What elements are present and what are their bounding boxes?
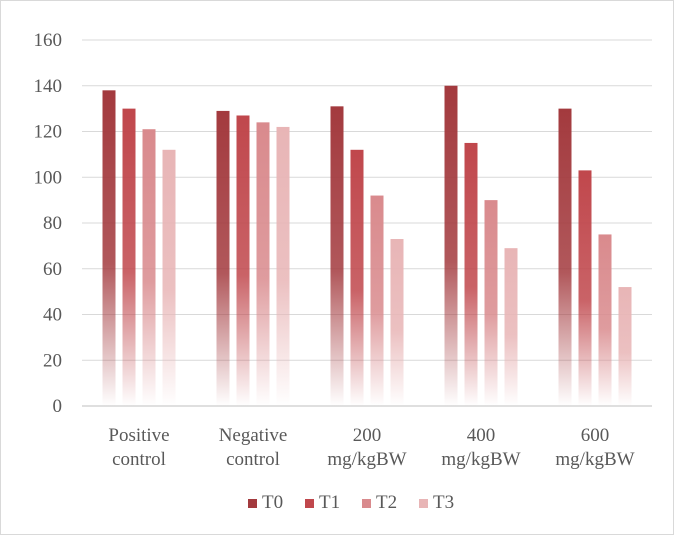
bar-T3 (618, 287, 632, 406)
bar-T0 (102, 90, 116, 406)
bar-T1 (578, 170, 592, 406)
y-tick-label: 60 (43, 259, 62, 280)
x-category-label: control (226, 449, 280, 470)
y-axis-ticks: 0 20 40 60 80 100 120 140 160 (34, 30, 63, 417)
y-tick-label: 120 (34, 122, 63, 143)
legend-label: T0 (262, 492, 283, 513)
legend-swatch (248, 499, 257, 508)
x-category-label: mg/kgBW (327, 449, 406, 470)
bar-T1 (236, 115, 250, 407)
bars (102, 85, 632, 407)
bar-T1 (464, 142, 478, 406)
bar-T2 (484, 200, 498, 406)
y-tick-label: 40 (43, 305, 62, 326)
legend-label: T1 (319, 492, 340, 513)
x-category-label: 200 (353, 425, 382, 446)
y-tick-label: 160 (34, 30, 63, 51)
bar-T2 (598, 234, 612, 406)
legend-swatch (419, 499, 428, 508)
y-tick-label: 80 (43, 213, 62, 234)
x-category-label: control (112, 449, 166, 470)
legend: T0 T1 T2 T3 (248, 492, 454, 513)
legend-label: T3 (433, 492, 454, 513)
y-tick-label: 140 (34, 76, 63, 97)
bar-T0 (330, 106, 344, 407)
x-category-label: mg/kgBW (555, 449, 634, 470)
bar-T1 (122, 108, 136, 406)
x-category-label: Positive (108, 425, 169, 446)
y-tick-label: 100 (34, 167, 63, 188)
bar-T3 (504, 248, 518, 406)
x-category-label: mg/kgBW (441, 449, 520, 470)
bar-T1 (350, 149, 364, 407)
x-category-label: 400 (467, 425, 496, 446)
bar-T0 (558, 108, 572, 406)
bar-T0 (216, 110, 230, 406)
bar-T2 (370, 195, 384, 406)
gridlines (82, 39, 652, 361)
legend-swatch (362, 499, 371, 508)
bar-T3 (162, 149, 176, 407)
bar-T2 (256, 122, 270, 406)
bar-T0 (444, 85, 458, 406)
bar-T2 (142, 129, 156, 406)
legend-label: T2 (376, 492, 397, 513)
y-tick-label: 0 (53, 396, 63, 417)
bar-T3 (276, 126, 290, 407)
y-tick-label: 20 (43, 350, 62, 371)
legend-swatch (305, 499, 314, 508)
x-axis-labels: Positive control Negative control 200 mg/kgBW… (108, 425, 634, 470)
x-category-label: 600 (581, 425, 610, 446)
x-category-label: Negative (219, 425, 288, 446)
bar-T3 (390, 239, 404, 406)
